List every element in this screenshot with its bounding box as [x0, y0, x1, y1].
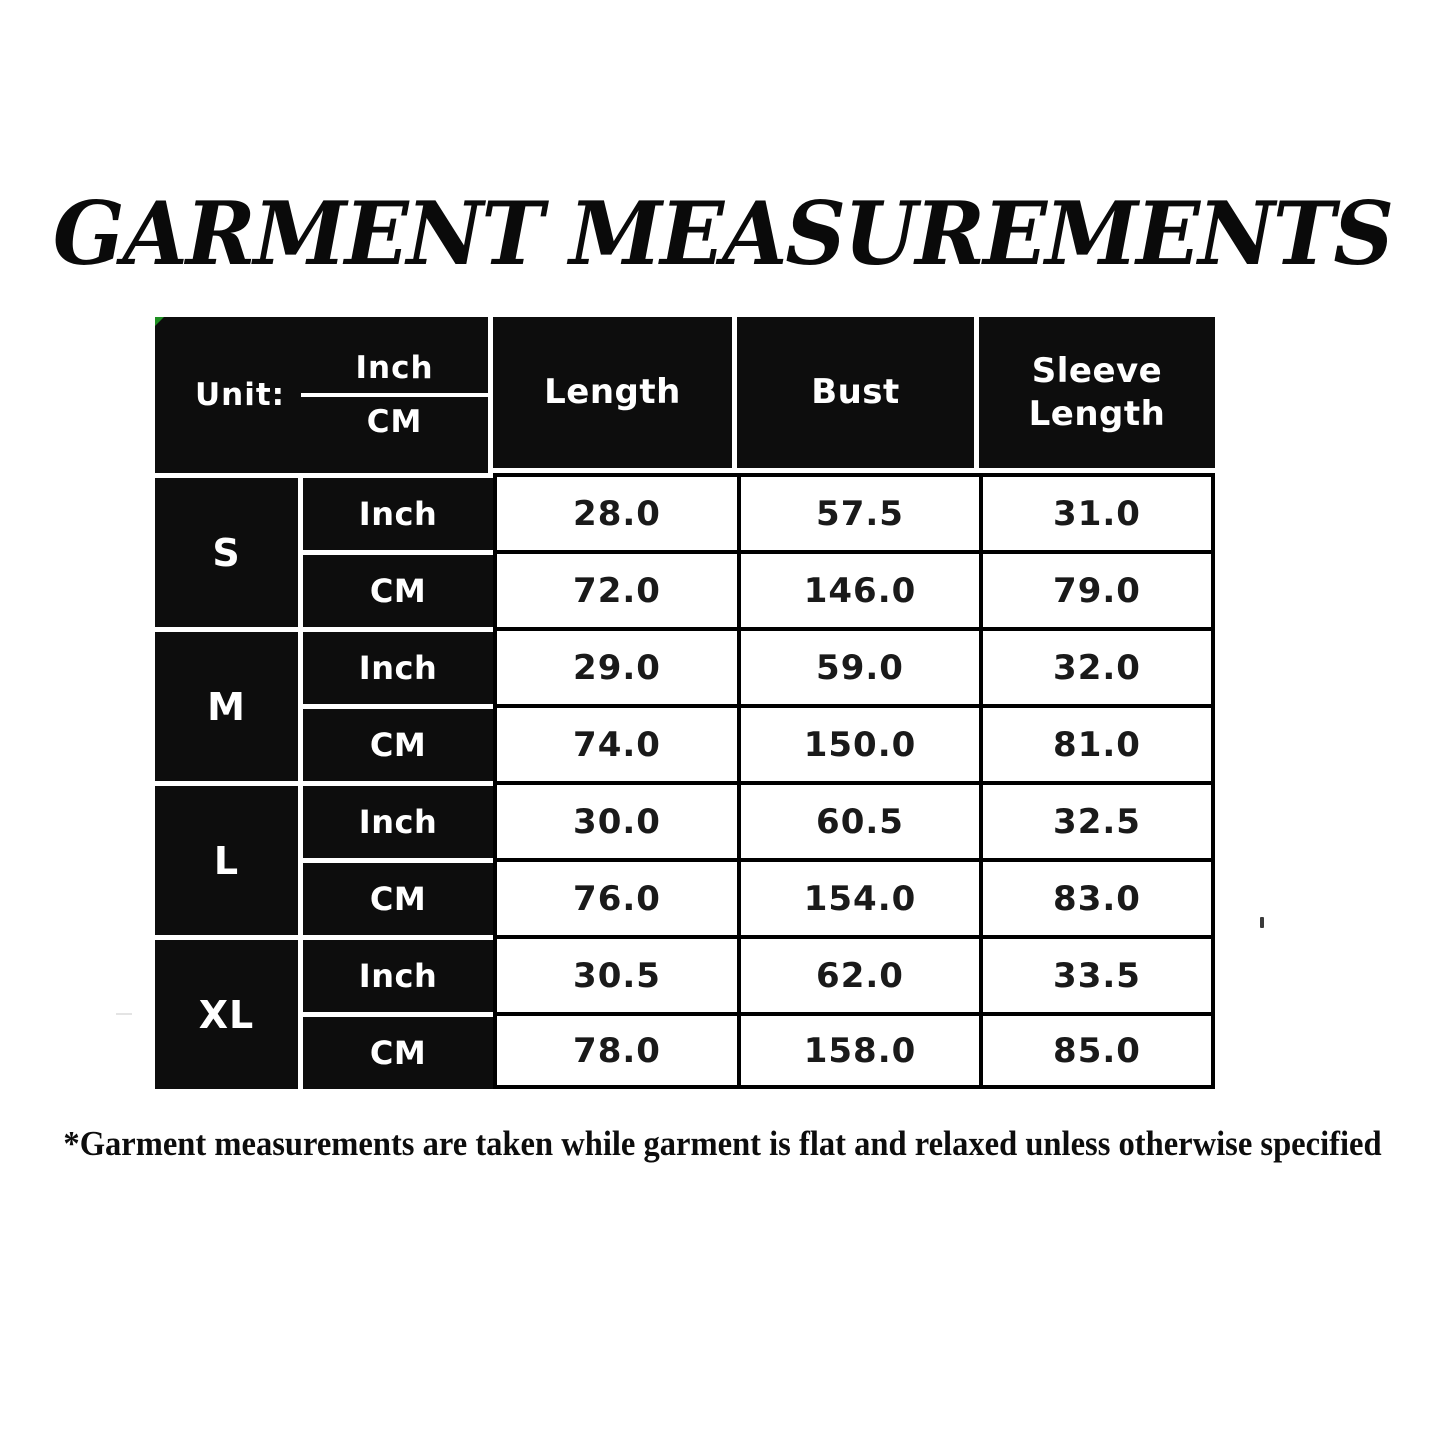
page-title: GARMENT MEASUREMENTS [52, 181, 1394, 285]
unit-cell-xl-inch: Inch [303, 935, 493, 1012]
value-s-cm-bust: 146.0 [737, 550, 979, 627]
column-header-sleeve-length: Sleeve Length [979, 317, 1215, 473]
unit-cell-l-cm: CM [303, 858, 493, 935]
column-header-bust: Bust [737, 317, 979, 473]
row-xl-cm: CM 78.0 158.0 85.0 [155, 1012, 1215, 1089]
value-xl-inch-sleeve: 33.5 [979, 935, 1215, 1012]
unit-cell-xl-cm: CM [303, 1012, 493, 1089]
value-l-cm-length: 76.0 [493, 858, 737, 935]
unit-wrap: Unit: Inch CM [155, 317, 488, 473]
value-s-inch-length: 28.0 [493, 473, 737, 550]
unit-header-cell: Unit: Inch CM [155, 317, 493, 473]
value-s-cm-length: 72.0 [493, 550, 737, 627]
value-s-inch-bust: 57.5 [737, 473, 979, 550]
value-l-cm-bust: 154.0 [737, 858, 979, 935]
value-m-cm-bust: 150.0 [737, 704, 979, 781]
value-m-inch-sleeve: 32.0 [979, 627, 1215, 704]
row-m-inch: M Inch 29.0 59.0 32.0 [155, 627, 1215, 781]
unit-inch-label: Inch [301, 350, 488, 397]
row-l-inch: L Inch 30.0 60.5 32.5 [155, 781, 1215, 935]
row-m-cm: CM 74.0 150.0 81.0 [155, 704, 1215, 781]
value-l-inch-length: 30.0 [493, 781, 737, 858]
size-chart-table: Unit: Inch CM Length Bust Sleeve Length … [155, 317, 1215, 1089]
value-m-inch-bust: 59.0 [737, 627, 979, 704]
value-l-cm-sleeve: 83.0 [979, 858, 1215, 935]
size-cell-xl: XL [155, 935, 303, 1089]
value-s-inch-sleeve: 31.0 [979, 473, 1215, 550]
unit-cell-l-inch: Inch [303, 781, 493, 858]
value-xl-cm-bust: 158.0 [737, 1012, 979, 1089]
value-l-inch-bust: 60.5 [737, 781, 979, 858]
row-xl-inch: XL Inch 30.5 62.0 33.5 [155, 935, 1215, 1089]
footnote: *Garment measurements are taken while ga… [63, 1124, 1382, 1163]
value-m-cm-length: 74.0 [493, 704, 737, 781]
row-l-cm: CM 76.0 154.0 83.0 [155, 858, 1215, 935]
value-s-cm-sleeve: 79.0 [979, 550, 1215, 627]
size-cell-l: L [155, 781, 303, 935]
size-cell-s: S [155, 473, 303, 627]
unit-cell-m-inch: Inch [303, 627, 493, 704]
corner-marker-icon [155, 317, 164, 326]
column-header-length: Length [493, 317, 737, 473]
value-l-inch-sleeve: 32.5 [979, 781, 1215, 858]
value-xl-inch-length: 30.5 [493, 935, 737, 1012]
value-xl-cm-length: 78.0 [493, 1012, 737, 1089]
unit-cell-s-cm: CM [303, 550, 493, 627]
unit-label: Unit: [195, 377, 286, 413]
row-s-cm: CM 72.0 146.0 79.0 [155, 550, 1215, 627]
unit-cell-m-cm: CM [303, 704, 493, 781]
faint-stray-mark [116, 1005, 132, 1015]
stray-mark [1260, 917, 1264, 928]
row-s-inch: S Inch 28.0 57.5 31.0 [155, 473, 1215, 627]
header-row: Unit: Inch CM Length Bust Sleeve Length [155, 317, 1215, 473]
value-xl-inch-bust: 62.0 [737, 935, 979, 1012]
unit-cm-label: CM [366, 404, 423, 440]
unit-fraction: Inch CM [301, 350, 488, 440]
size-cell-m: M [155, 627, 303, 781]
value-m-cm-sleeve: 81.0 [979, 704, 1215, 781]
value-xl-cm-sleeve: 85.0 [979, 1012, 1215, 1089]
value-m-inch-length: 29.0 [493, 627, 737, 704]
unit-cell-s-inch: Inch [303, 473, 493, 550]
